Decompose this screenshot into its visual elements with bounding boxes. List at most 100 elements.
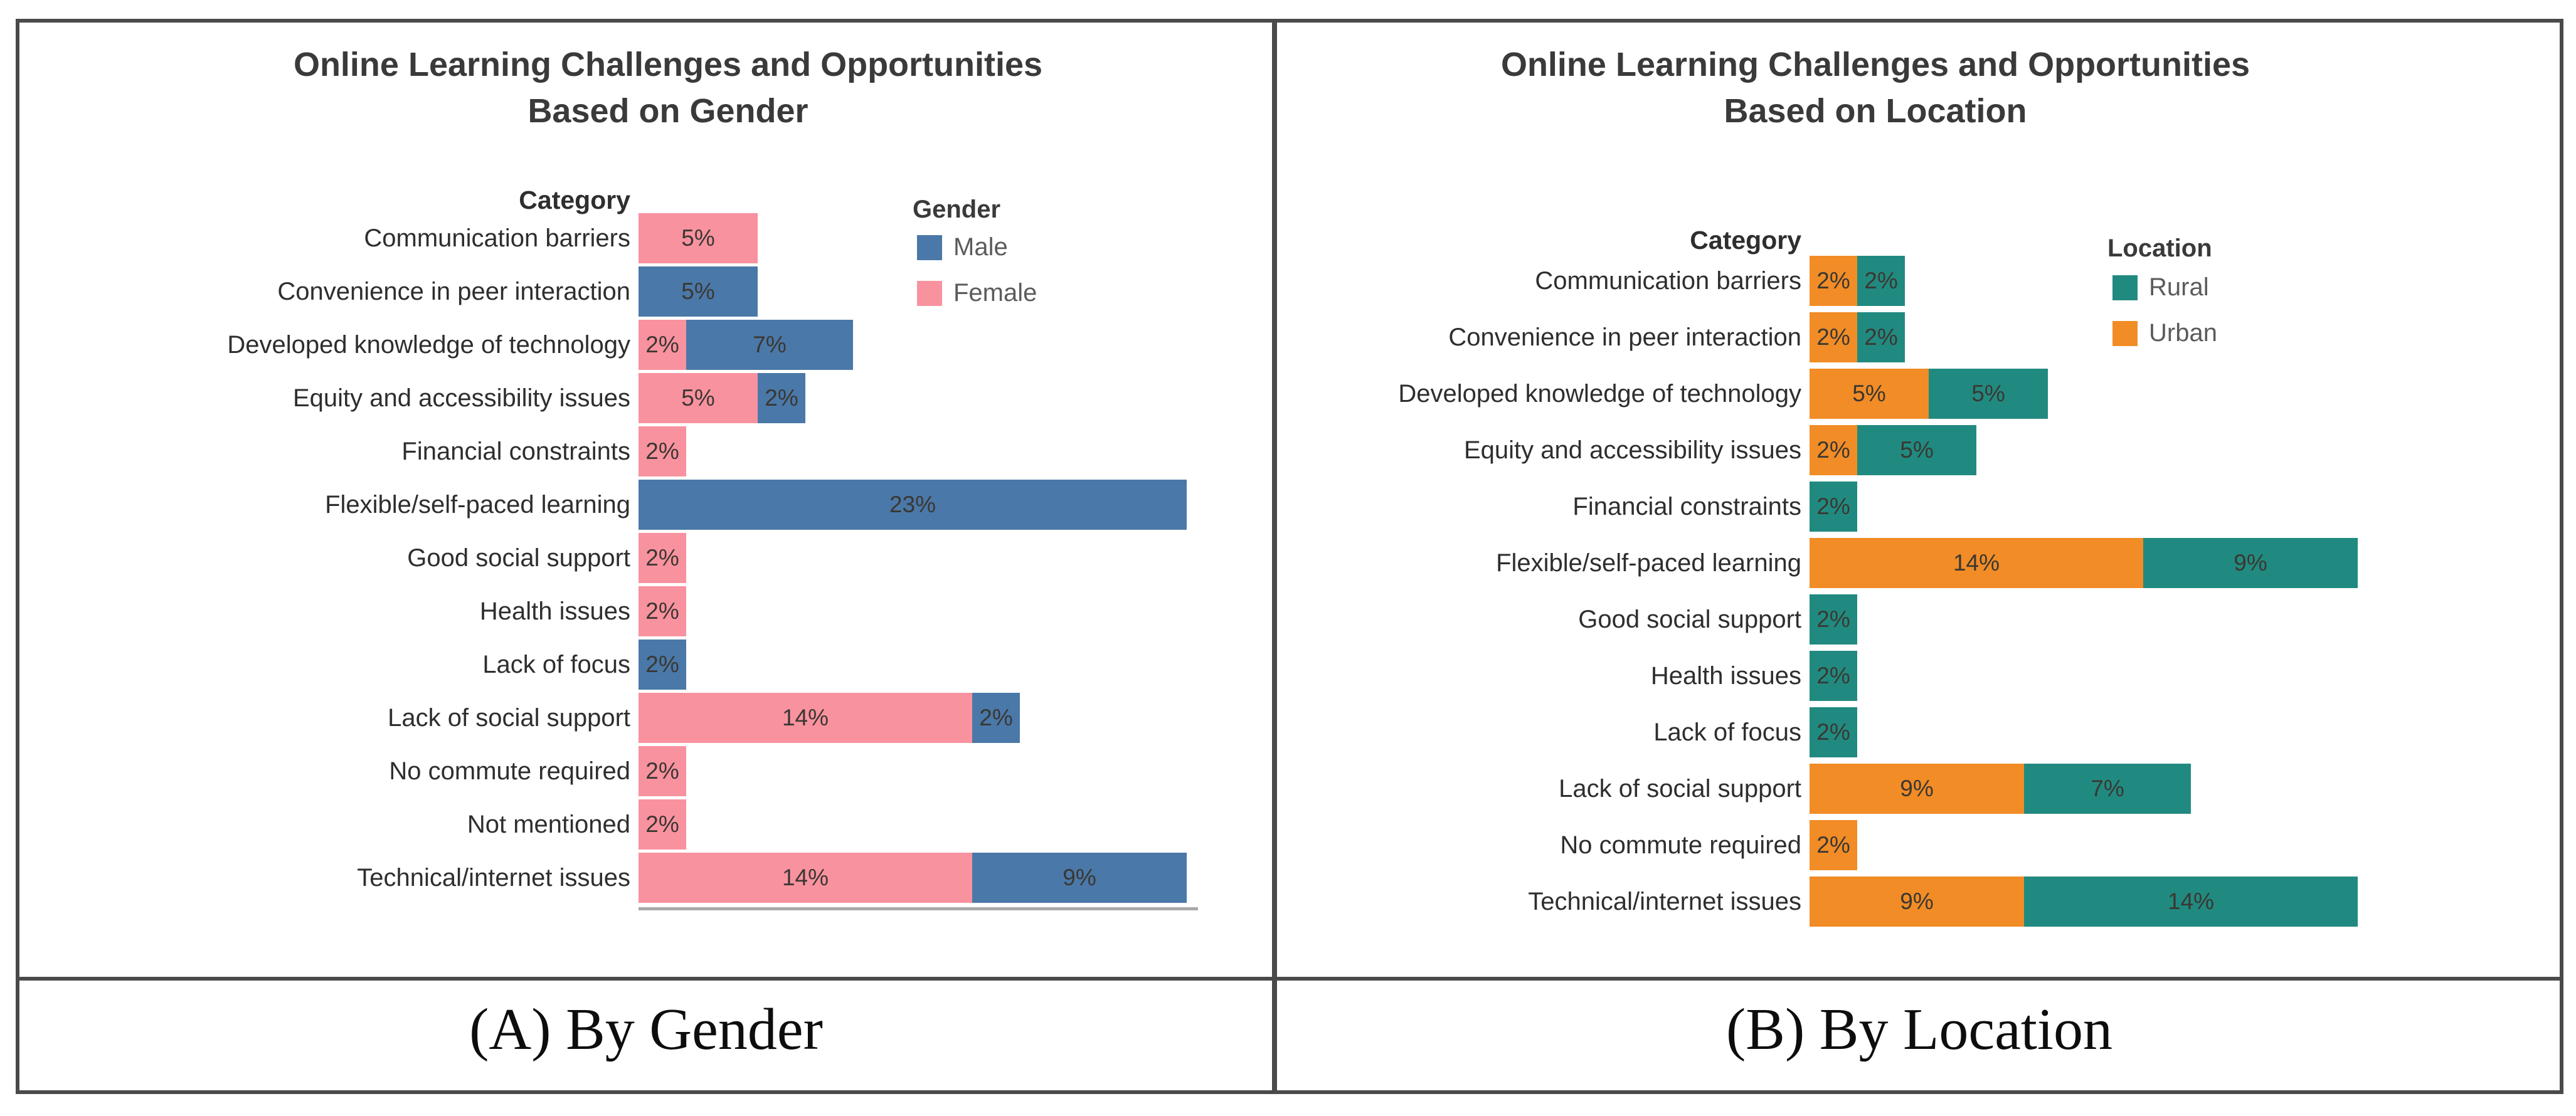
bar-row: 9% 14% [1810, 876, 2358, 927]
bar-segment-female[interactable]: 14% [639, 853, 972, 903]
category-label: Lack of social support [1559, 775, 1801, 803]
bar-segment-female[interactable]: 5% [639, 213, 758, 263]
bar-value-label: 2% [1864, 268, 1898, 293]
category-label: Good social support [1578, 606, 1801, 633]
bar-row: 5% 5% [1810, 369, 2048, 419]
chart-b-title-line2: Based on Location [1724, 92, 2027, 130]
bar-segment-rural[interactable]: 7% [2024, 764, 2191, 814]
bar-value-label: 9% [1900, 888, 1934, 914]
bar-segment-male[interactable]: 7% [686, 320, 853, 370]
category-label: Convenience in peer interaction [277, 278, 630, 305]
bar-segment-male[interactable]: 5% [639, 266, 758, 317]
bar-segment-urban[interactable]: 9% [1810, 876, 2024, 927]
legend-label: Female [953, 279, 1037, 307]
category-label: Flexible/self-paced learning [1496, 549, 1801, 577]
bar-row: 2% [639, 426, 686, 476]
bar-segment-male[interactable]: 2% [758, 373, 805, 423]
bar-row: 2% [1810, 707, 1857, 757]
bar-segment-female[interactable]: 2% [639, 426, 686, 476]
legend-swatch-female [917, 280, 942, 306]
bar-value-label: 5% [1900, 437, 1934, 463]
category-label: Communication barriers [1535, 267, 1801, 295]
legend-item-male[interactable]: Male [917, 233, 1008, 261]
bar-segment-male[interactable]: 23% [639, 480, 1187, 530]
legend-item-urban[interactable]: Urban [2112, 319, 2217, 347]
bar-value-label: 2% [1816, 437, 1850, 463]
category-label: Equity and accessibility issues [1463, 436, 1801, 464]
bar-row: 2% [1810, 820, 1857, 870]
bar-row: 2% [1810, 651, 1857, 701]
bar-segment-urban[interactable]: 2% [1810, 425, 1857, 475]
bar-segment-rural[interactable]: 9% [2143, 538, 2358, 588]
bar-segment-urban[interactable]: 5% [1810, 369, 1929, 419]
bar-row: 9% 7% [1810, 764, 2191, 814]
bar-value-label: 2% [979, 705, 1013, 730]
bar-segment-rural[interactable]: 2% [1810, 594, 1857, 645]
bar-segment-female[interactable]: 2% [639, 320, 686, 370]
bar-segment-rural[interactable]: 2% [1857, 312, 1905, 362]
bar-segment-male[interactable]: 9% [972, 853, 1187, 903]
bar-value-label: 9% [1063, 865, 1096, 890]
bar-row: 2% [1810, 594, 1857, 645]
bar-segment-rural[interactable]: 2% [1810, 651, 1857, 701]
bar-segment-female[interactable]: 2% [639, 586, 686, 636]
chart-a-axis-line [639, 907, 1198, 910]
bar-segment-female[interactable]: 2% [639, 799, 686, 850]
chart-a-category-header: Category [519, 186, 630, 214]
bar-value-label: 2% [1816, 606, 1850, 632]
category-label: Flexible/self-paced learning [325, 491, 630, 519]
legend-label: Rural [2149, 273, 2209, 301]
legend-label: Urban [2149, 319, 2217, 347]
legend-item-rural[interactable]: Rural [2112, 273, 2209, 302]
category-label: Health issues [1650, 662, 1801, 690]
bar-value-label: 5% [681, 225, 715, 251]
chart-b-title-line1: Online Learning Challenges and Opportuni… [1500, 46, 2250, 83]
bar-value-label: 2% [645, 758, 679, 784]
bar-segment-rural[interactable]: 14% [2024, 876, 2358, 927]
bar-value-label: 2% [1864, 324, 1898, 350]
bar-row: 5% [639, 213, 758, 263]
bar-row: 2% 2% [1810, 312, 1905, 362]
bar-segment-male[interactable]: 2% [639, 640, 686, 690]
caption-a: (A) By Gender [469, 997, 823, 1062]
category-label: Financial constraints [1572, 493, 1801, 520]
bar-value-label: 2% [1816, 719, 1850, 745]
category-label: Technical/internet issues [357, 864, 630, 892]
category-label: Developed knowledge of technology [227, 331, 630, 359]
bar-segment-rural[interactable]: 5% [1929, 369, 2048, 419]
chart-a-legend-title: Gender [913, 196, 1001, 223]
bar-segment-rural[interactable]: 2% [1857, 256, 1905, 306]
bar-value-label: 9% [2234, 550, 2267, 576]
chart-b-legend-title: Location [2107, 234, 2212, 262]
category-label: Equity and accessibility issues [292, 384, 630, 412]
bar-segment-urban[interactable]: 2% [1810, 256, 1857, 306]
legend-swatch-male [917, 234, 942, 260]
bar-segment-female[interactable]: 2% [639, 746, 686, 796]
bar-value-label: 2% [1816, 663, 1850, 688]
bar-value-label: 9% [1900, 776, 1934, 801]
bar-segment-urban[interactable]: 9% [1810, 764, 2024, 814]
bar-segment-rural[interactable]: 2% [1810, 482, 1857, 532]
bar-value-label: 23% [889, 492, 936, 517]
bar-segment-female[interactable]: 14% [639, 693, 972, 743]
bar-value-label: 2% [645, 438, 679, 464]
category-label: Technical/internet issues [1528, 888, 1801, 915]
bar-segment-female[interactable]: 2% [639, 533, 686, 583]
bar-row: 2% [639, 533, 686, 583]
bar-segment-female[interactable]: 5% [639, 373, 758, 423]
bar-segment-urban[interactable]: 2% [1810, 820, 1857, 870]
bar-segment-rural[interactable]: 2% [1810, 707, 1857, 757]
caption-divider-horizontal [19, 977, 2560, 981]
category-label: Health issues [479, 597, 630, 625]
bar-row: 23% [639, 480, 1187, 530]
category-label: Good social support [407, 544, 630, 572]
bar-row: 5% 2% [639, 373, 805, 423]
bar-segment-male[interactable]: 2% [972, 693, 1020, 743]
legend-item-female[interactable]: Female [917, 279, 1037, 307]
bar-segment-urban[interactable]: 2% [1810, 312, 1857, 362]
bar-segment-rural[interactable]: 5% [1857, 425, 1976, 475]
bar-segment-urban[interactable]: 14% [1810, 538, 2143, 588]
bar-row: 2% 2% [1810, 256, 1905, 306]
category-label: Lack of social support [388, 704, 630, 732]
